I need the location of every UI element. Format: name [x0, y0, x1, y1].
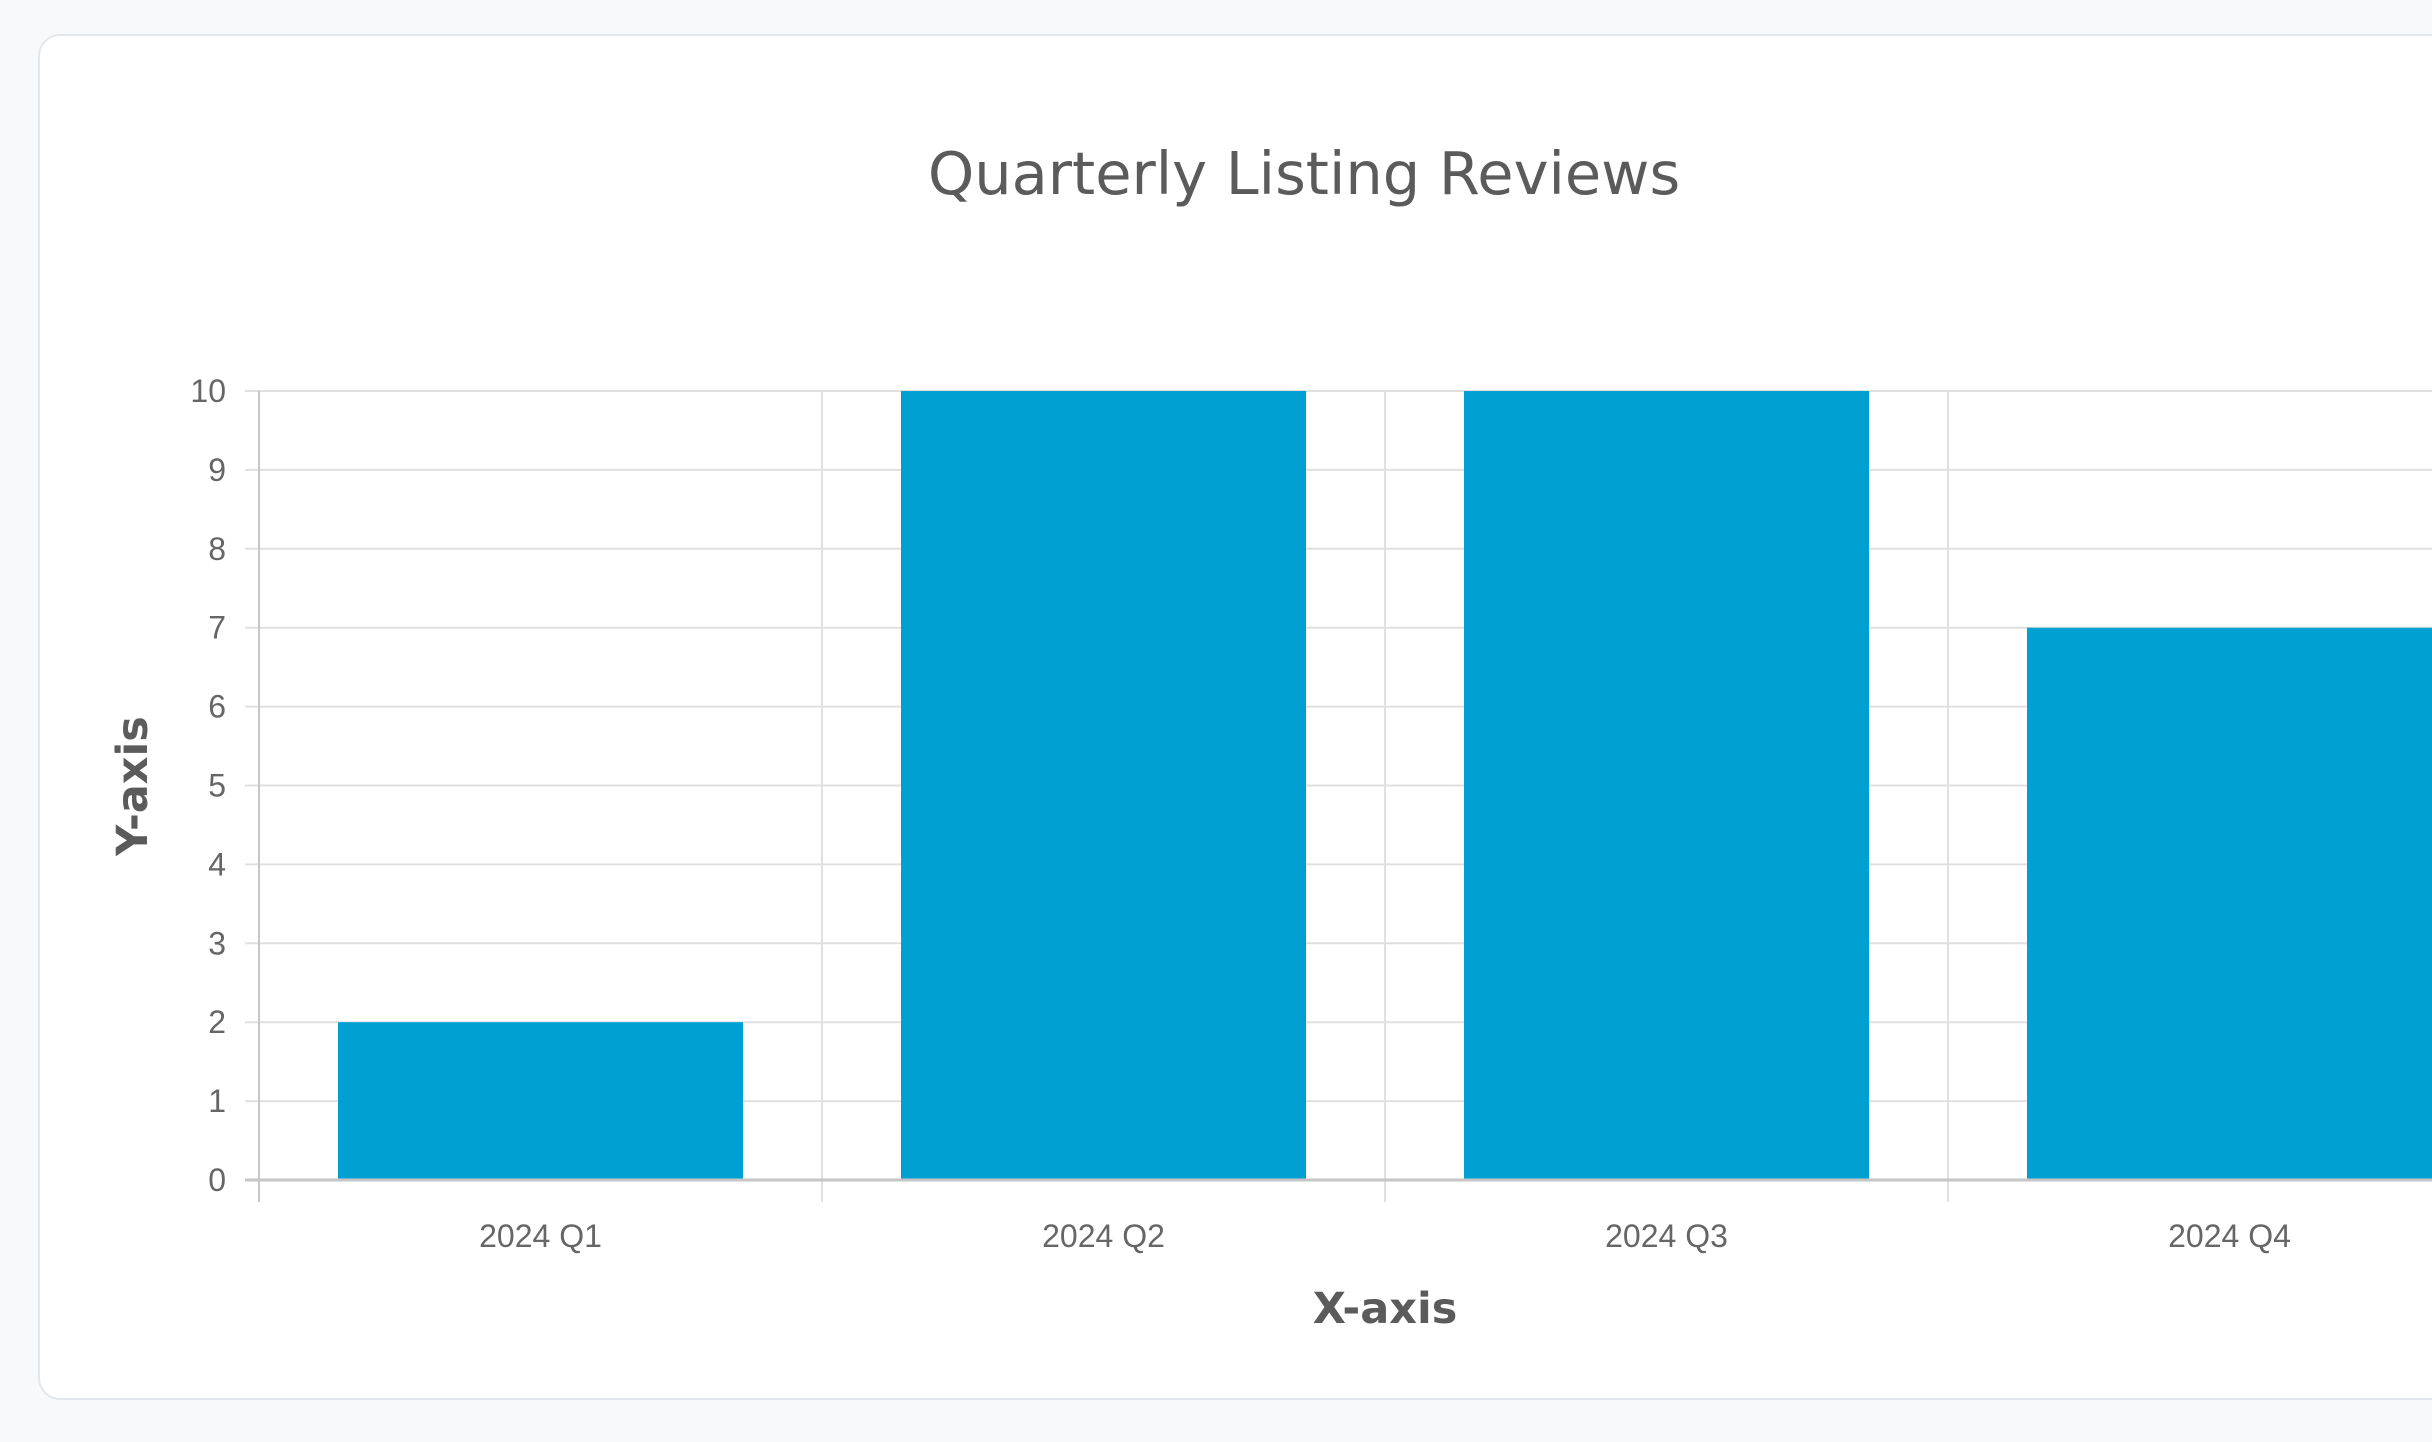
x-tick-label: 2024 Q4: [2168, 1218, 2291, 1254]
y-tick-labels: 0 1 2 3 4 5 6 7 8 9 10: [190, 373, 226, 1198]
bar-2024-q3: [1464, 391, 1869, 1180]
y-tick-label: 3: [208, 925, 226, 961]
chart-title: Quarterly Listing Reviews: [928, 139, 1680, 208]
axis-layer: [245, 391, 2432, 1202]
y-tick-label: 9: [208, 452, 226, 488]
y-tick-label: 5: [208, 768, 226, 804]
y-tick-label: 2: [208, 1004, 226, 1040]
x-axis-title: X-axis: [1313, 1284, 1458, 1334]
y-tick-label: 10: [190, 373, 226, 409]
x-tick-label: 2024 Q3: [1605, 1218, 1728, 1254]
y-tick-label: 1: [208, 1083, 226, 1119]
y-axis-title: Y-axis: [108, 716, 158, 857]
x-tick-label: 2024 Q1: [479, 1218, 602, 1254]
y-tick-label: 6: [208, 689, 226, 725]
x-tick-label: 2024 Q2: [1042, 1218, 1165, 1254]
y-tick-label: 8: [208, 531, 226, 567]
bar-2024-q1: [338, 1022, 743, 1180]
bar-2024-q4: [2027, 627, 2432, 1180]
bar-2024-q2: [901, 391, 1306, 1180]
x-tick-labels: 2024 Q1 2024 Q2 2024 Q3 2024 Q4: [479, 1218, 2291, 1254]
y-tick-label: 0: [208, 1162, 226, 1198]
y-tick-label: 4: [208, 846, 226, 882]
bars-layer: [338, 391, 2432, 1180]
y-tick-label: 7: [208, 610, 226, 646]
